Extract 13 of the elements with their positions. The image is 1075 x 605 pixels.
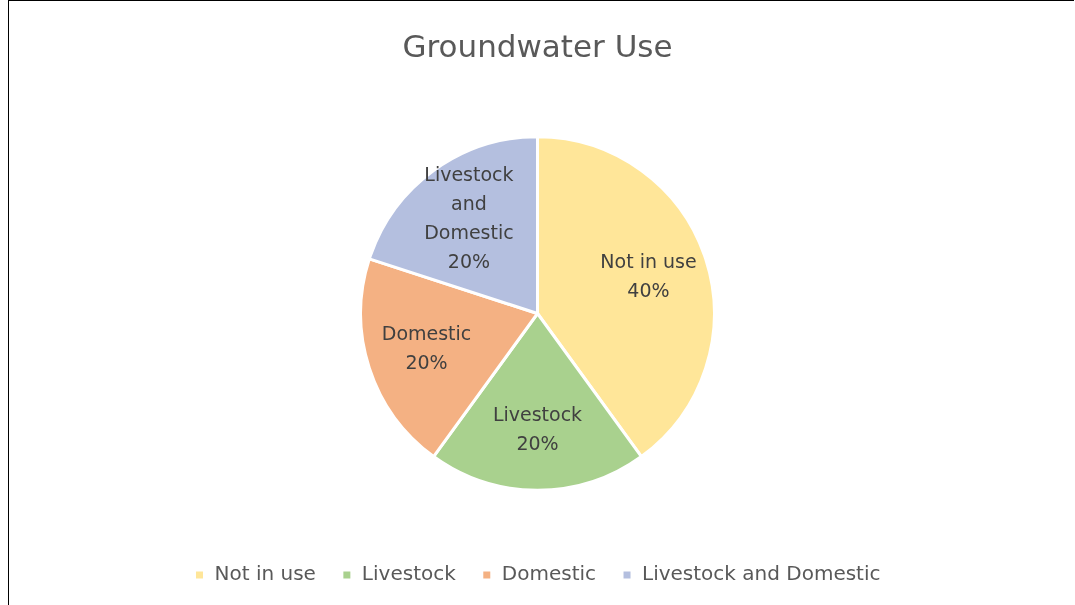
data-label: 20% <box>405 351 448 373</box>
slice-label: Livestock and Domestic <box>424 162 514 243</box>
data-label: 20% <box>447 249 491 272</box>
chart-title: Groundwater Use <box>402 27 673 64</box>
slice-label: Livestock <box>492 402 583 425</box>
data-label: 20% <box>516 431 559 454</box>
legend-label: Not in use <box>214 561 316 586</box>
slice-label: Not in use <box>600 249 697 272</box>
legend-label: Livestock <box>361 561 457 586</box>
data-label: 40% <box>627 278 670 301</box>
legend-label: Livestock and Domestic <box>642 561 881 586</box>
legend-label: Domestic <box>501 561 597 586</box>
slice-label: Domestic <box>381 322 472 344</box>
